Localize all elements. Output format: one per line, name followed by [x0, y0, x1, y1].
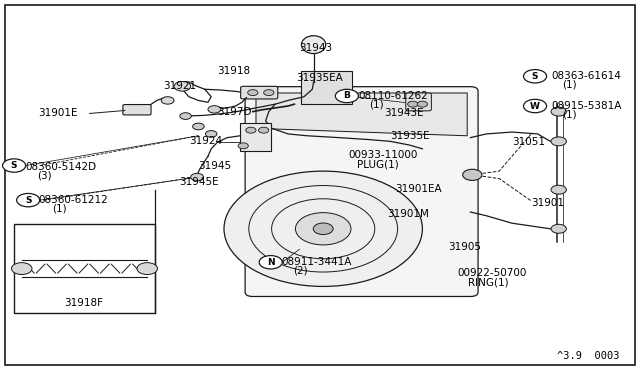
Text: 31935EA: 31935EA [296, 73, 342, 83]
Text: 31918: 31918 [218, 66, 251, 76]
Text: 31945E: 31945E [179, 177, 219, 187]
Circle shape [208, 106, 221, 113]
Text: 08360-61212: 08360-61212 [38, 195, 108, 205]
Circle shape [259, 256, 282, 269]
Circle shape [161, 97, 174, 104]
Text: ^3.9  0003: ^3.9 0003 [557, 351, 620, 361]
Circle shape [205, 131, 217, 137]
Circle shape [191, 173, 204, 181]
Text: 00922-50700: 00922-50700 [458, 269, 527, 278]
Circle shape [314, 223, 333, 234]
Bar [14, 224, 155, 313]
Text: (1): (1) [52, 203, 67, 213]
Text: 08360-5142D: 08360-5142D [26, 163, 97, 172]
Text: 00933-11000: 00933-11000 [349, 150, 418, 160]
Circle shape [12, 263, 32, 275]
Circle shape [193, 123, 204, 130]
Text: 3197D: 3197D [218, 107, 252, 116]
Circle shape [335, 89, 358, 103]
Bar [301, 71, 352, 104]
Circle shape [17, 193, 40, 207]
Bar [240, 123, 271, 151]
Text: 08110-61262: 08110-61262 [358, 91, 428, 101]
Text: 31924: 31924 [189, 137, 222, 146]
Text: 31935E: 31935E [390, 131, 430, 141]
Text: 31901: 31901 [531, 198, 564, 208]
Circle shape [137, 263, 157, 275]
Circle shape [463, 169, 482, 180]
Circle shape [296, 213, 351, 245]
Text: S: S [25, 196, 31, 205]
Text: 31945: 31945 [198, 161, 232, 170]
Text: 31943: 31943 [300, 44, 333, 53]
Circle shape [174, 81, 191, 91]
Text: W: W [530, 102, 540, 110]
Circle shape [524, 70, 547, 83]
Text: 08363-61614: 08363-61614 [552, 71, 621, 81]
Circle shape [180, 113, 191, 119]
Text: 08915-5381A: 08915-5381A [552, 101, 622, 111]
Circle shape [248, 90, 258, 96]
Circle shape [551, 185, 566, 194]
Text: B: B [344, 92, 350, 100]
Text: (2): (2) [293, 266, 308, 276]
Circle shape [524, 99, 547, 113]
Text: S: S [532, 72, 538, 81]
FancyBboxPatch shape [245, 87, 478, 296]
Circle shape [224, 171, 422, 286]
Text: S: S [11, 161, 17, 170]
Text: (1): (1) [562, 109, 577, 119]
Text: (1): (1) [369, 99, 383, 109]
Circle shape [264, 90, 274, 96]
Circle shape [259, 127, 269, 133]
Text: RING(1): RING(1) [468, 278, 509, 288]
FancyBboxPatch shape [241, 86, 278, 99]
Text: 31918F: 31918F [64, 298, 103, 308]
Circle shape [551, 107, 566, 116]
Text: 31901M: 31901M [387, 209, 429, 219]
Text: (3): (3) [37, 171, 52, 180]
FancyBboxPatch shape [123, 105, 151, 115]
Text: 31905: 31905 [448, 243, 481, 252]
Circle shape [408, 101, 418, 107]
Text: 08911-3441A: 08911-3441A [282, 257, 352, 267]
Text: N: N [267, 258, 275, 267]
Circle shape [246, 127, 256, 133]
Text: 31943E: 31943E [384, 109, 424, 118]
Circle shape [3, 159, 26, 172]
Text: 31921: 31921 [163, 81, 196, 90]
Circle shape [238, 143, 248, 149]
Ellipse shape [301, 36, 326, 54]
Circle shape [551, 224, 566, 233]
Text: PLUG(1): PLUG(1) [357, 160, 399, 169]
FancyBboxPatch shape [406, 93, 431, 111]
Polygon shape [256, 93, 467, 136]
Text: (1): (1) [562, 80, 577, 89]
Circle shape [417, 101, 428, 107]
Text: 31901EA: 31901EA [395, 184, 442, 193]
Text: 31901E: 31901E [38, 109, 78, 118]
Circle shape [551, 137, 566, 146]
Text: 31051: 31051 [512, 137, 545, 147]
